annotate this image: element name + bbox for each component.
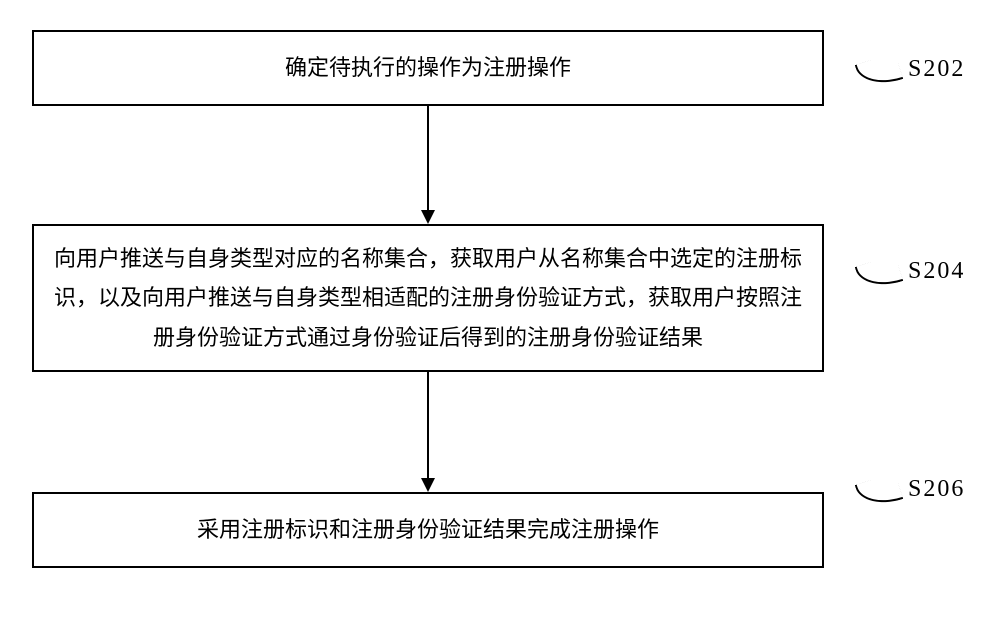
label-connector-s202 xyxy=(855,52,904,92)
step-text: 确定待执行的操作为注册操作 xyxy=(285,48,571,88)
flowchart-container: 确定待执行的操作为注册操作 S202 向用户推送与自身类型对应的名称集合，获取用… xyxy=(0,0,1000,630)
label-connector-s204 xyxy=(855,254,904,294)
label-connector-s206 xyxy=(855,472,904,512)
step-box-s202: 确定待执行的操作为注册操作 xyxy=(32,30,824,106)
step-text: 向用户推送与自身类型对应的名称集合，获取用户从名称集合中选定的注册标识，以及向用… xyxy=(54,239,802,358)
step-box-s204: 向用户推送与自身类型对应的名称集合，获取用户从名称集合中选定的注册标识，以及向用… xyxy=(32,224,824,372)
step-box-s206: 采用注册标识和注册身份验证结果完成注册操作 xyxy=(32,492,824,568)
arrow-s202-s204 xyxy=(418,106,438,224)
step-label-s204: S204 xyxy=(908,258,965,285)
step-text: 采用注册标识和注册身份验证结果完成注册操作 xyxy=(197,510,659,550)
step-label-s202: S202 xyxy=(908,56,965,83)
arrow-s204-s206 xyxy=(418,372,438,492)
step-label-s206: S206 xyxy=(908,476,965,503)
